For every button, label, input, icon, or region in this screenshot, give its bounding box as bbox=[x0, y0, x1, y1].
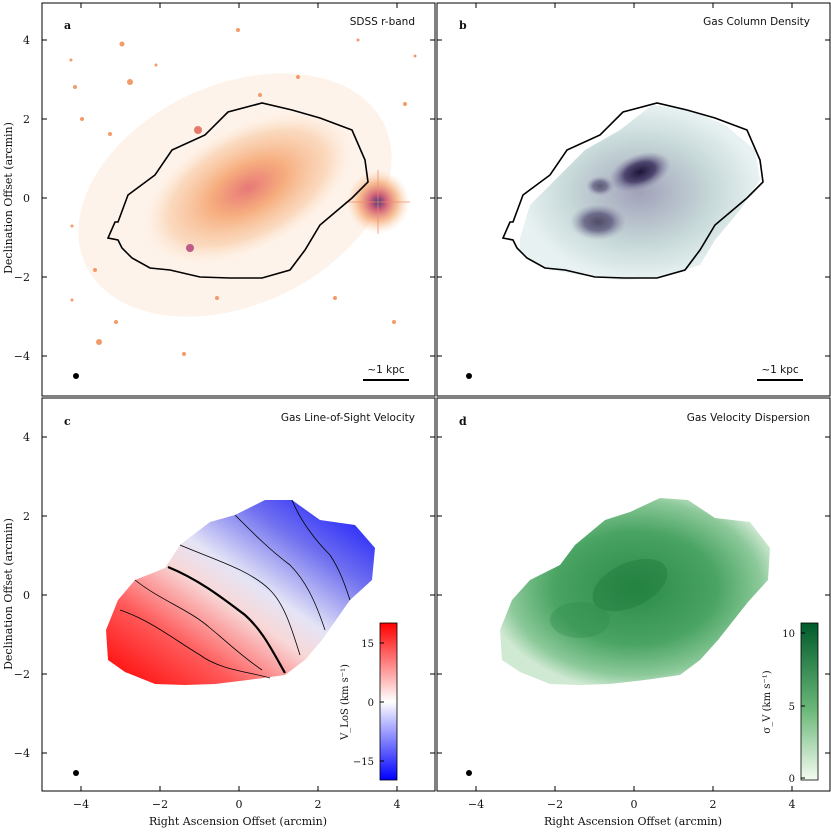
beam-marker bbox=[73, 770, 79, 776]
scale-bar-label: ~1 kpc bbox=[367, 364, 405, 376]
velocity-contour bbox=[179, 544, 301, 656]
y-tick-label: 0 bbox=[23, 192, 30, 205]
panel-title: Gas Line-of-Sight Velocity bbox=[281, 412, 415, 424]
panel-title: Gas Velocity Dispersion bbox=[687, 412, 810, 424]
y-tick-label: 0 bbox=[23, 589, 30, 602]
x-tick-label: 0 bbox=[236, 798, 243, 811]
panel-title: Gas Column Density bbox=[703, 16, 810, 28]
velocity-contour bbox=[291, 499, 351, 601]
panel-letter: a bbox=[64, 19, 71, 32]
x-tick-label: 4 bbox=[394, 798, 401, 811]
x-tick-label: −2 bbox=[547, 798, 563, 811]
panel-b: b Gas Column Density ~1 kpc bbox=[436, 2, 831, 397]
x-axis-right: −4 −2 0 2 4 Right Ascension Offset (arcm… bbox=[468, 798, 796, 828]
colorbar-label: V_LoS (km s⁻¹) bbox=[340, 664, 351, 741]
colorbar-tick: −15 bbox=[353, 757, 374, 768]
panel-letter: c bbox=[64, 415, 71, 428]
hi-contour bbox=[106, 102, 369, 279]
x-tick-label: 2 bbox=[315, 798, 322, 811]
velocity-contour bbox=[167, 565, 286, 674]
colorbar-label: σ_V (km s⁻¹) bbox=[762, 670, 773, 733]
y-tick-label: −4 bbox=[14, 747, 30, 760]
velocity-contour bbox=[119, 609, 271, 679]
velocity-map bbox=[106, 500, 375, 685]
y-tick-label: 4 bbox=[23, 34, 30, 47]
y-tick-label: −4 bbox=[14, 350, 30, 363]
colorbar-tick: 10 bbox=[782, 629, 795, 640]
y-tick-label: 2 bbox=[23, 113, 30, 126]
colorbar-tick: 0 bbox=[368, 698, 374, 709]
x-tick-label: −4 bbox=[468, 798, 484, 811]
beam-marker bbox=[466, 373, 472, 379]
y-axis-label: Declination Offset (arcmin) bbox=[2, 518, 15, 670]
x-axis-left: −4 −2 0 2 4 Right Ascension Offset (arcm… bbox=[73, 798, 401, 828]
dispersion-colorbar bbox=[800, 622, 819, 781]
panel-letter: b bbox=[459, 19, 467, 32]
y-tick-label: 4 bbox=[23, 431, 30, 444]
beam-marker bbox=[466, 770, 472, 776]
panel-a: a SDSS r-band ~1 kpc bbox=[41, 2, 436, 397]
x-tick-label: 4 bbox=[789, 798, 796, 811]
y-axis-label: Declination Offset (arcmin) bbox=[2, 122, 15, 274]
colorbar-tick: 0 bbox=[789, 774, 795, 785]
velocity-contour bbox=[134, 579, 263, 671]
panel-title: SDSS r-band bbox=[350, 16, 415, 28]
panel-d: d Gas Velocity Dispersion 10 5 0 σ_V (km… bbox=[436, 397, 831, 792]
y-tick-label: −2 bbox=[14, 271, 30, 284]
x-tick-label: −4 bbox=[73, 798, 89, 811]
dispersion-map bbox=[500, 498, 770, 685]
y-tick-label: −2 bbox=[14, 668, 30, 681]
sdss-image bbox=[69, 28, 417, 356]
x-tick-label: 0 bbox=[631, 798, 638, 811]
y-axis-top: 4 2 0 −2 −4 Declination Offset (arcmin) bbox=[2, 34, 30, 363]
panel-letter: d bbox=[459, 415, 467, 428]
panel-c: c Gas Line-of-Sight Velocity 15 0 −15 V_… bbox=[41, 397, 436, 792]
x-tick-label: 2 bbox=[710, 798, 717, 811]
y-tick-label: 2 bbox=[23, 510, 30, 523]
beam-marker bbox=[73, 373, 79, 379]
scale-bar-label: ~1 kpc bbox=[761, 364, 799, 376]
x-axis-label: Right Ascension Offset (arcmin) bbox=[544, 815, 722, 828]
y-axis-bottom: 4 2 0 −2 −4 Declination Offset (arcmin) bbox=[2, 431, 30, 760]
tick-marks bbox=[42, 3, 830, 791]
x-axis-label: Right Ascension Offset (arcmin) bbox=[149, 815, 327, 828]
column-density-map bbox=[501, 102, 764, 280]
velocity-contour bbox=[234, 514, 326, 631]
hi-contour bbox=[501, 102, 764, 279]
colorbar-tick: 15 bbox=[361, 639, 374, 650]
x-tick-label: −2 bbox=[152, 798, 168, 811]
colorbar-tick: 5 bbox=[789, 702, 795, 713]
